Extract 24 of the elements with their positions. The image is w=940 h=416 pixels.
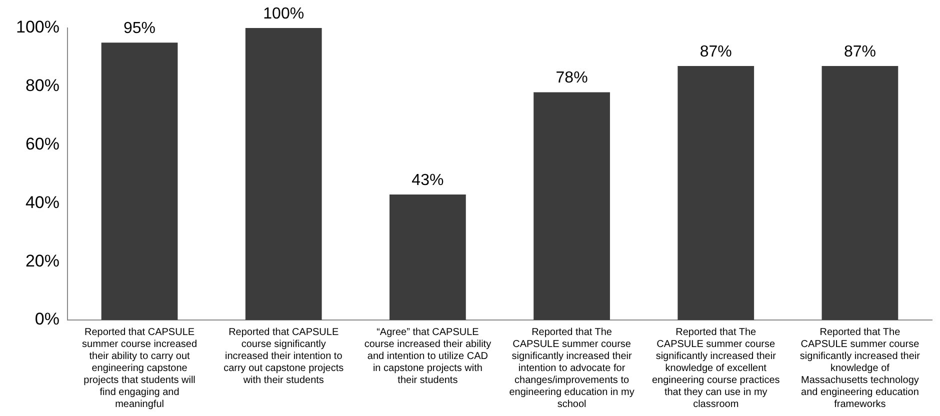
data-label: 78% (556, 70, 588, 87)
x-tick-label: “Agree” that CAPSULE course increased their ability and intention to utilize CAD in capstone projects with their students (364, 326, 492, 386)
y-tick-label: 80% (25, 76, 60, 96)
bar (678, 66, 754, 320)
y-tick-label: 40% (25, 192, 60, 212)
bar (245, 28, 322, 320)
bar (534, 92, 610, 320)
x-tick-label: Reported that CAPSULE course significantly increased their intention to carry out capstone projects with their students (224, 326, 344, 386)
x-tick-label: Reported that CAPSULE summer course increased their ability to carry out engineering capstone projects that students will find engaging and meaningful (82, 326, 198, 410)
y-tick-label: 20% (25, 251, 60, 270)
x-tick-label: Reported that The CAPSULE summer course significantly increased their knowledge of Massachusetts technology and engineering education frameworks (800, 326, 921, 410)
data-label: 43% (412, 172, 444, 189)
data-label: 87% (700, 43, 732, 60)
bar (101, 42, 178, 320)
y-tick-label: 100% (16, 18, 60, 37)
x-tick-label: Reported that The CAPSULE summer course significantly increased their knowledge of excellent engineering course practices that they can use in my classroom (652, 326, 780, 410)
bar (822, 66, 898, 320)
data-label: 100% (263, 5, 304, 22)
bar (390, 194, 466, 320)
y-tick-label: 60% (25, 134, 60, 154)
x-tick-label: Reported that The CAPSULE summer course significantly increased their intention to advocate for changes/improvements to engineering education in my school (509, 326, 634, 410)
data-label: 87% (844, 43, 876, 60)
data-label: 95% (124, 20, 156, 38)
y-tick-label: 0% (34, 310, 60, 329)
